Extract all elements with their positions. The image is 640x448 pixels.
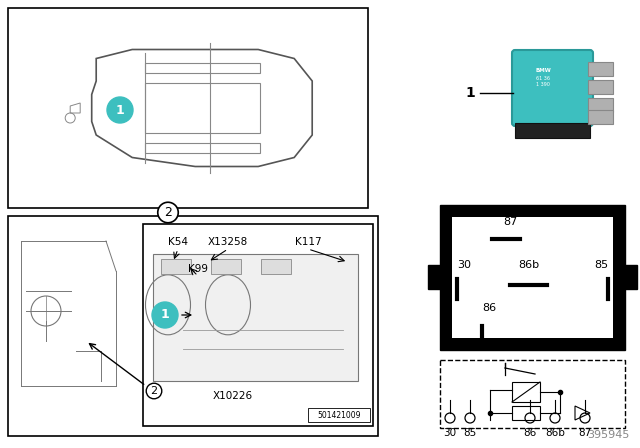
Circle shape bbox=[152, 302, 178, 328]
Bar bbox=[428, 266, 442, 289]
Text: 2: 2 bbox=[164, 206, 172, 219]
Text: 61 36: 61 36 bbox=[536, 76, 550, 81]
Bar bbox=[308, 408, 370, 422]
FancyBboxPatch shape bbox=[512, 50, 593, 126]
Bar bbox=[440, 205, 625, 350]
Text: BMW: BMW bbox=[535, 68, 551, 73]
Bar bbox=[440, 360, 625, 428]
Bar bbox=[512, 382, 540, 402]
Circle shape bbox=[107, 97, 133, 123]
Text: 86b: 86b bbox=[518, 259, 540, 270]
Text: 87: 87 bbox=[503, 217, 517, 227]
Text: K117: K117 bbox=[294, 237, 321, 247]
Text: 86b: 86b bbox=[545, 428, 565, 438]
Text: 1: 1 bbox=[465, 86, 475, 100]
Text: 87: 87 bbox=[579, 428, 591, 438]
Bar bbox=[515, 123, 590, 138]
Text: 1 390: 1 390 bbox=[536, 82, 550, 86]
Text: 501421009: 501421009 bbox=[317, 410, 361, 419]
Text: K54: K54 bbox=[168, 237, 188, 247]
Bar bbox=[512, 406, 540, 420]
Text: 30: 30 bbox=[444, 428, 456, 438]
Text: X10226: X10226 bbox=[213, 391, 253, 401]
Text: 86: 86 bbox=[482, 303, 496, 313]
Bar bbox=[588, 80, 613, 94]
Bar bbox=[143, 224, 373, 426]
Text: 395945: 395945 bbox=[588, 430, 630, 440]
Text: 1: 1 bbox=[161, 309, 170, 322]
Bar bbox=[623, 266, 637, 289]
Bar bbox=[588, 62, 613, 76]
Text: K99: K99 bbox=[188, 264, 208, 274]
Text: 85: 85 bbox=[463, 428, 477, 438]
Bar bbox=[452, 217, 613, 338]
Bar bbox=[211, 259, 241, 274]
Bar bbox=[153, 254, 358, 381]
Text: 2: 2 bbox=[150, 386, 157, 396]
Bar bbox=[261, 259, 291, 274]
Bar bbox=[161, 259, 191, 274]
Bar bbox=[588, 110, 613, 124]
Text: 86: 86 bbox=[524, 428, 536, 438]
Text: 1: 1 bbox=[116, 103, 124, 116]
Text: X13258: X13258 bbox=[208, 237, 248, 247]
Bar bbox=[588, 98, 613, 112]
Bar bbox=[8, 216, 378, 436]
Text: 85: 85 bbox=[594, 259, 608, 270]
Text: 30: 30 bbox=[457, 259, 471, 270]
Bar bbox=[8, 8, 368, 208]
